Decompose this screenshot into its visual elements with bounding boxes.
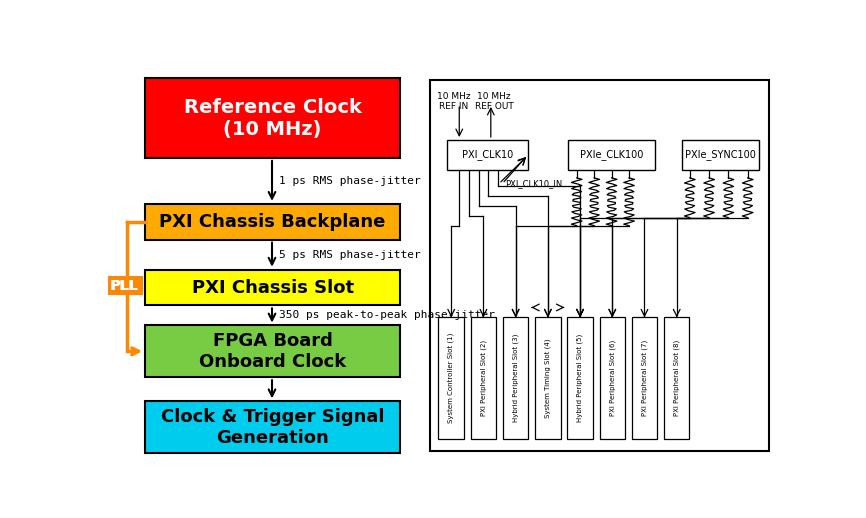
FancyBboxPatch shape xyxy=(145,325,400,377)
Text: PXI Peripheral Slot (7): PXI Peripheral Slot (7) xyxy=(641,340,648,416)
FancyBboxPatch shape xyxy=(568,140,656,170)
Text: PXI_CLK10: PXI_CLK10 xyxy=(462,149,513,161)
Text: PXI Chassis Slot: PXI Chassis Slot xyxy=(191,279,353,296)
Text: Reference Clock
(10 MHz): Reference Clock (10 MHz) xyxy=(184,97,362,138)
FancyBboxPatch shape xyxy=(145,78,400,158)
Text: 350 ps peak-to-peak phase-jitter: 350 ps peak-to-peak phase-jitter xyxy=(280,310,495,321)
Text: PLL: PLL xyxy=(110,279,138,293)
Text: PXI Peripheral Slot (6): PXI Peripheral Slot (6) xyxy=(609,340,616,416)
Text: PLL: PLL xyxy=(110,279,139,293)
Text: System Timing Slot (4): System Timing Slot (4) xyxy=(545,338,551,418)
FancyBboxPatch shape xyxy=(631,318,657,439)
FancyBboxPatch shape xyxy=(567,318,593,439)
Text: 1 ps RMS phase-jitter: 1 ps RMS phase-jitter xyxy=(280,176,421,186)
Text: PXI Peripheral Slot (2): PXI Peripheral Slot (2) xyxy=(480,340,487,416)
FancyBboxPatch shape xyxy=(503,318,528,439)
Text: PXIe_CLK100: PXIe_CLK100 xyxy=(580,149,643,161)
FancyBboxPatch shape xyxy=(145,401,400,453)
Text: PXI_CLK10_IN: PXI_CLK10_IN xyxy=(506,179,563,189)
Text: 10 MHz
REF IN: 10 MHz REF IN xyxy=(437,92,471,111)
Text: Hybrid Peripheral Slot (5): Hybrid Peripheral Slot (5) xyxy=(577,334,584,422)
FancyBboxPatch shape xyxy=(682,140,759,170)
FancyBboxPatch shape xyxy=(145,269,400,306)
Text: PXI Chassis Backplane: PXI Chassis Backplane xyxy=(159,213,386,231)
FancyBboxPatch shape xyxy=(471,318,496,439)
Text: PXI Peripheral Slot (8): PXI Peripheral Slot (8) xyxy=(674,340,680,416)
Text: PXIe_SYNC100: PXIe_SYNC100 xyxy=(685,149,756,161)
FancyBboxPatch shape xyxy=(107,276,143,295)
Text: System Controller Slot (1): System Controller Slot (1) xyxy=(448,333,455,423)
FancyBboxPatch shape xyxy=(599,318,625,439)
Text: Hybrid Peripheral Slot (3): Hybrid Peripheral Slot (3) xyxy=(513,334,519,423)
FancyBboxPatch shape xyxy=(535,318,560,439)
Text: 10 MHz
REF OUT: 10 MHz REF OUT xyxy=(475,92,514,111)
FancyBboxPatch shape xyxy=(430,80,769,451)
FancyBboxPatch shape xyxy=(438,318,464,439)
Text: FPGA Board
Onboard Clock: FPGA Board Onboard Clock xyxy=(199,332,346,371)
FancyBboxPatch shape xyxy=(145,204,400,240)
FancyBboxPatch shape xyxy=(447,140,527,170)
Text: 5 ps RMS phase-jitter: 5 ps RMS phase-jitter xyxy=(280,250,421,260)
FancyBboxPatch shape xyxy=(664,318,689,439)
Text: Clock & Trigger Signal
Generation: Clock & Trigger Signal Generation xyxy=(161,408,385,447)
